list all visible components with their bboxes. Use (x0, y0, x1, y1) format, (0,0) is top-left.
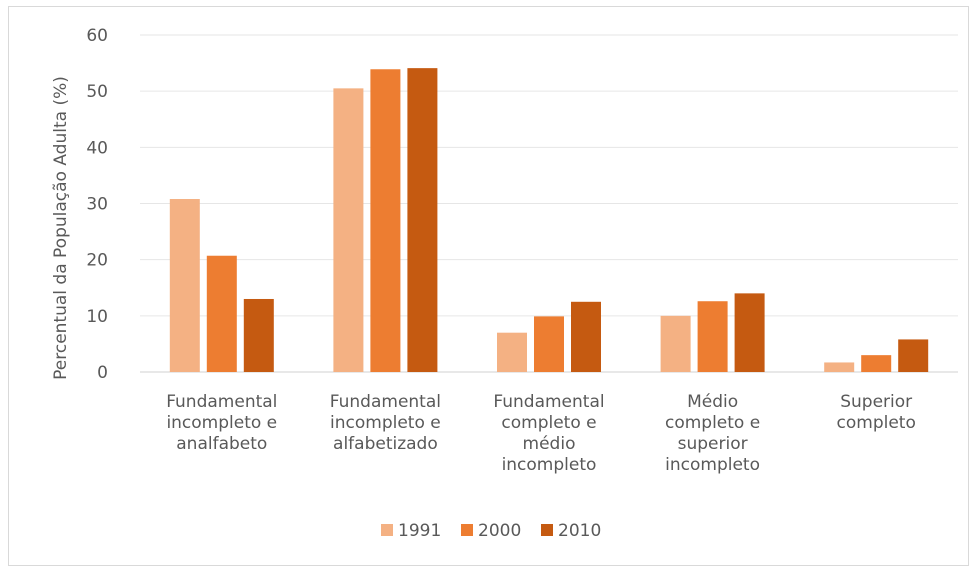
x-category-label-line: Fundamental (330, 392, 441, 412)
y-tick-label: 30 (86, 195, 108, 215)
bar-1991-cat0 (169, 199, 200, 372)
legend-swatch-2000 (461, 524, 473, 536)
legend-label-2010: 2010 (558, 521, 601, 541)
gridlines (140, 34, 958, 373)
bar-1991-cat3 (660, 315, 691, 372)
x-category-label-line: Médio (687, 392, 738, 412)
legend: 1991 2000 2010 (381, 521, 601, 541)
x-category-label-line: alfabetizado (333, 434, 438, 454)
y-tick-label: 60 (86, 26, 108, 46)
bar-2010-cat0 (243, 298, 274, 372)
y-tick-label: 0 (97, 363, 108, 383)
legend-label-1991: 1991 (398, 521, 441, 541)
y-tick-label: 10 (86, 307, 108, 327)
x-category-label-line: incompleto e (166, 413, 277, 433)
x-category-label-line: completo e (665, 413, 760, 433)
y-tick-label: 20 (86, 251, 108, 271)
x-category-label-line: completo (837, 413, 916, 433)
x-category-label-line: analfabeto (176, 434, 267, 454)
bar-2000-cat2 (534, 316, 564, 372)
x-category-label-line: incompleto (665, 455, 760, 475)
x-category-label-line: Fundamental (493, 392, 604, 412)
y-tick-label: 40 (86, 138, 108, 158)
legend-swatch-1991 (381, 524, 393, 536)
x-category-label-line: incompleto (502, 455, 597, 475)
y-tick-label: 50 (86, 82, 108, 102)
bar-2000-cat1 (370, 69, 401, 373)
bar-2000-cat4 (861, 355, 892, 372)
x-category-label-line: médio (523, 434, 576, 454)
y-axis-ticks: 0 10 20 30 40 50 60 (86, 26, 108, 383)
bar-2010-cat3 (734, 293, 765, 372)
bar-2000-cat3 (697, 301, 728, 372)
x-category-label: Fundamental incompleto e analfabeto (166, 392, 277, 454)
bar-2010-cat2 (571, 301, 601, 372)
bar-2000-cat0 (206, 255, 237, 372)
x-category-label: Fundamental completo e médio incompleto (493, 392, 604, 475)
bars (169, 68, 929, 373)
x-category-label-line: incompleto e (330, 413, 441, 433)
y-axis-label: Percentual da População Adulta (%) (51, 76, 71, 380)
bar-1991-cat4 (824, 362, 855, 372)
x-category-label: Médio completo e superior incompleto (665, 392, 760, 475)
x-category-label-line: Fundamental (166, 392, 277, 412)
x-category-label-line: superior (678, 434, 748, 454)
chart-frame (8, 6, 969, 566)
legend-label-2000: 2000 (478, 521, 521, 541)
bar-1991-cat2 (497, 332, 527, 372)
bar-2010-cat4 (898, 339, 929, 372)
bar-1991-cat1 (333, 88, 364, 372)
x-category-label: Fundamental incompleto e alfabetizado (330, 392, 441, 454)
legend-swatch-2010 (541, 524, 553, 536)
x-category-label-line: completo e (501, 413, 596, 433)
x-category-label-line: Superior (840, 392, 912, 412)
x-axis-categories: Fundamental incompleto e analfabetoFundame… (166, 392, 916, 475)
x-category-label: Superior completo (837, 392, 916, 433)
bar-2010-cat1 (407, 68, 438, 372)
